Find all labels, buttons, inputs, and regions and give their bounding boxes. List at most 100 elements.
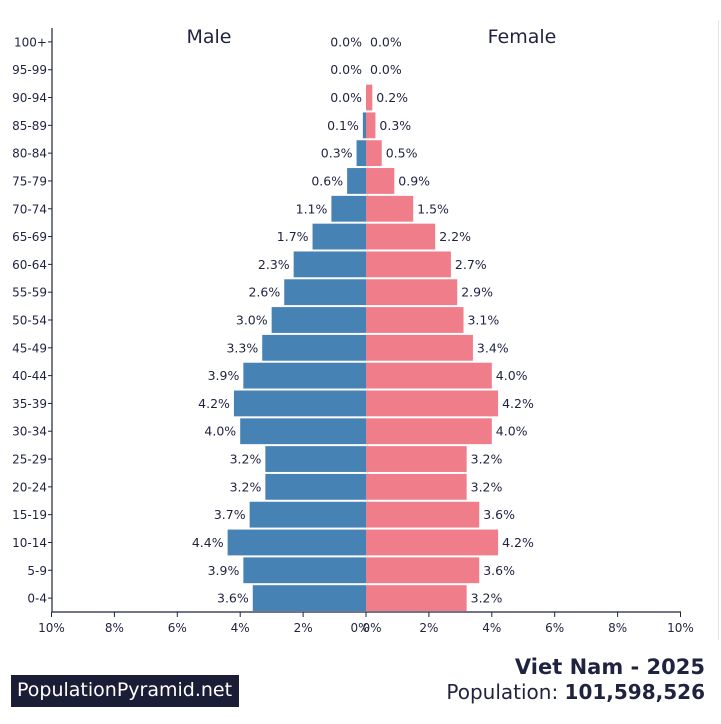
female-value-label-85-89: 0.3% — [379, 118, 411, 133]
male-bar-0-4 — [252, 585, 366, 611]
female-value-label-35-39: 4.2% — [502, 396, 534, 411]
male-bar-40-44 — [243, 362, 366, 389]
male-value-label-5-9: 3.9% — [208, 563, 240, 578]
male-bar-65-69 — [312, 223, 366, 250]
female-value-label-30-34: 4.0% — [496, 424, 528, 439]
female-value-label-80-84: 0.5% — [386, 146, 418, 161]
age-group-label-45-49: 45-49 — [12, 341, 47, 355]
female-value-label-90-94: 0.2% — [376, 90, 408, 105]
male-bar-85-89 — [362, 112, 366, 139]
age-group-label-65-69: 65-69 — [12, 230, 47, 244]
x-tick-label-left-6%: 6% — [168, 621, 187, 635]
age-group-label-100+: 100+ — [14, 35, 47, 49]
male-bar-30-34 — [240, 418, 366, 445]
brand-logo[interactable]: PopulationPyramid.net — [11, 675, 240, 707]
female-bar-15-19 — [366, 501, 480, 528]
female-bar-0-4 — [366, 585, 467, 611]
female-value-label-10-14: 4.2% — [502, 535, 534, 550]
female-bar-65-69 — [366, 223, 436, 250]
male-bar-15-19 — [249, 501, 366, 528]
male-value-label-15-19: 3.7% — [214, 507, 246, 522]
male-bar-80-84 — [356, 140, 366, 167]
male-bar-55-59 — [284, 279, 366, 306]
female-bar-85-89 — [366, 112, 376, 139]
male-bar-45-49 — [262, 334, 366, 361]
female-bar-70-74 — [366, 195, 414, 222]
x-tick-label-left-8%: 8% — [105, 621, 124, 635]
male-bar-20-24 — [265, 473, 366, 500]
male-bar-50-54 — [271, 307, 366, 333]
male-bar-70-74 — [331, 195, 366, 222]
female-value-label-55-59: 2.9% — [461, 285, 493, 300]
male-value-label-0-4: 3.6% — [217, 591, 249, 606]
x-tick-label-right-10%: 10% — [667, 621, 694, 635]
population-label: Population: — [446, 680, 559, 704]
male-value-label-20-24: 3.2% — [230, 479, 262, 494]
male-value-label-85-89: 0.1% — [327, 118, 359, 133]
male-value-label-75-79: 0.6% — [311, 173, 343, 188]
male-value-label-100+: 0.0% — [330, 34, 362, 49]
age-group-label-30-34: 30-34 — [12, 425, 47, 439]
x-tick-label-right-4%: 4% — [482, 621, 501, 635]
male-value-label-10-14: 4.4% — [192, 535, 224, 550]
female-bar-45-49 — [366, 334, 473, 361]
female-value-label-70-74: 1.5% — [417, 201, 449, 216]
female-value-label-15-19: 3.6% — [483, 507, 515, 522]
age-group-label-20-24: 20-24 — [12, 480, 47, 494]
male-value-label-70-74: 1.1% — [296, 201, 328, 216]
male-value-label-55-59: 2.6% — [248, 285, 280, 300]
country-year-title: Viet Nam - 2025 — [514, 655, 705, 679]
age-group-label-50-54: 50-54 — [12, 314, 47, 328]
female-value-label-40-44: 4.0% — [496, 368, 528, 383]
age-group-label-85-89: 85-89 — [12, 119, 47, 133]
male-value-label-30-34: 4.0% — [204, 424, 236, 439]
chart-edge-divider — [718, 20, 719, 640]
female-bar-80-84 — [366, 140, 382, 167]
x-tick-label-right-6%: 6% — [545, 621, 564, 635]
female-value-label-95-99: 0.0% — [370, 62, 402, 77]
x-tick-label-left-4%: 4% — [231, 621, 250, 635]
male-value-label-45-49: 3.3% — [226, 340, 258, 355]
x-tick-label-left-0%: 0% — [350, 621, 369, 635]
female-value-label-0-4: 3.2% — [471, 591, 503, 606]
male-value-label-90-94: 0.0% — [330, 90, 362, 105]
male-side-label: Male — [186, 26, 231, 48]
age-group-label-75-79: 75-79 — [12, 174, 47, 188]
female-bar-40-44 — [366, 362, 492, 389]
female-bar-90-94 — [366, 84, 373, 111]
age-group-label-25-29: 25-29 — [12, 453, 47, 467]
male-value-label-60-64: 2.3% — [258, 257, 290, 272]
age-group-label-5-9: 5-9 — [27, 564, 47, 578]
age-group-label-0-4: 0-4 — [27, 592, 47, 606]
female-bar-30-34 — [366, 418, 492, 445]
male-value-label-25-29: 3.2% — [230, 452, 262, 467]
age-group-label-80-84: 80-84 — [12, 147, 47, 161]
age-group-label-55-59: 55-59 — [12, 286, 47, 300]
male-bar-5-9 — [243, 557, 366, 584]
female-side-label: Female — [488, 26, 557, 48]
female-bar-60-64 — [366, 251, 451, 278]
male-bar-25-29 — [265, 446, 366, 472]
female-bar-25-29 — [366, 446, 467, 472]
male-value-label-95-99: 0.0% — [330, 62, 362, 77]
female-value-label-20-24: 3.2% — [471, 479, 503, 494]
age-group-label-10-14: 10-14 — [12, 536, 47, 550]
male-value-label-80-84: 0.3% — [321, 146, 353, 161]
female-value-label-5-9: 3.6% — [483, 563, 515, 578]
age-group-label-35-39: 35-39 — [12, 397, 47, 411]
female-value-label-100+: 0.0% — [370, 34, 402, 49]
male-value-label-35-39: 4.2% — [198, 396, 230, 411]
female-bar-75-79 — [366, 168, 395, 194]
age-group-label-90-94: 90-94 — [12, 91, 47, 105]
female-value-label-25-29: 3.2% — [471, 452, 503, 467]
male-bar-35-39 — [233, 390, 366, 417]
female-value-label-75-79: 0.9% — [398, 173, 430, 188]
age-group-label-70-74: 70-74 — [12, 202, 47, 216]
population-total: Population: 101,598,526 — [446, 680, 705, 704]
female-value-label-45-49: 3.4% — [477, 340, 509, 355]
x-tick-label-right-8%: 8% — [608, 621, 627, 635]
female-bar-50-54 — [366, 307, 464, 333]
female-bar-5-9 — [366, 557, 480, 584]
age-group-label-15-19: 15-19 — [12, 508, 47, 522]
female-bar-20-24 — [366, 473, 467, 500]
